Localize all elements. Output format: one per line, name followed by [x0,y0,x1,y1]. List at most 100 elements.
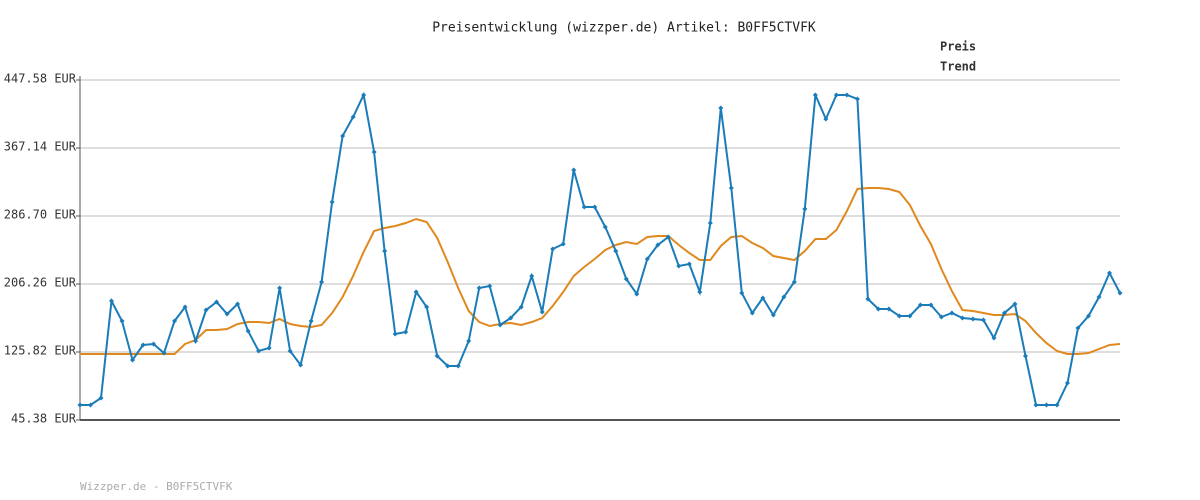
point-marker [392,331,398,337]
point-marker [413,289,419,295]
point-marker [182,304,188,310]
point-marker [812,92,818,98]
legend-label: Preis [940,40,976,54]
point-marker [434,353,440,359]
point-marker [266,345,272,351]
point-marker [119,318,125,324]
point-marker [917,302,923,308]
point-marker [802,206,808,212]
point-marker [1106,270,1112,276]
point-marker [634,291,640,297]
point-marker [1075,325,1081,331]
point-marker [1096,294,1102,300]
point-marker [781,294,787,300]
point-marker [539,309,545,315]
point-marker [581,204,587,210]
point-marker [329,199,335,205]
point-marker [319,279,325,285]
point-marker [1033,402,1039,408]
point-marker [403,329,409,335]
point-marker [308,318,314,324]
point-marker [371,149,377,155]
point-marker [1064,380,1070,386]
point-marker [172,318,178,324]
point-marker [161,350,167,356]
point-marker [245,328,251,334]
point-marker [193,338,199,344]
y-tick-label: 206.26 EUR [4,276,77,290]
point-marker [1022,353,1028,359]
point-marker [896,313,902,319]
point-marker [1117,290,1123,296]
point-marker [98,395,104,401]
point-marker [1054,402,1060,408]
point-marker [991,335,997,341]
point-marker [445,363,451,369]
point-marker [529,273,535,279]
point-marker [823,116,829,122]
point-marker [518,304,524,310]
point-marker [361,92,367,98]
point-marker [214,299,220,305]
point-marker [224,311,230,317]
point-marker [571,167,577,173]
point-marker [875,306,881,312]
point-marker [865,296,871,302]
point-marker [749,310,755,316]
point-marker [1012,301,1018,307]
point-marker [886,306,892,312]
point-marker [455,363,461,369]
legend-label: Trend [940,60,976,74]
point-marker [980,317,986,323]
point-marker [1043,402,1049,408]
point-marker [340,133,346,139]
footer: Wizzper.de - B0FF5CTVFK [80,480,233,493]
point-marker [623,276,629,282]
point-marker [550,246,556,252]
point-marker [88,402,94,408]
point-marker [791,279,797,285]
point-marker [833,92,839,98]
point-marker [560,241,566,247]
y-tick-label: 45.38 EUR [11,412,77,426]
point-marker [770,312,776,318]
point-marker [644,256,650,262]
point-marker [676,263,682,269]
point-marker [151,341,157,347]
point-marker [203,307,209,313]
point-marker [424,304,430,310]
point-marker [655,242,661,248]
point-marker [854,96,860,102]
point-marker [592,204,598,210]
point-marker [1085,313,1091,319]
y-tick-label: 286.70 EUR [4,208,77,222]
chart-title: Preisentwicklung (wizzper.de) Artikel: B… [432,21,816,36]
point-marker [466,338,472,344]
point-marker [140,342,146,348]
point-marker [277,285,283,291]
point-marker [602,224,608,230]
point-marker [130,357,136,363]
point-marker [109,298,115,304]
point-marker [739,290,745,296]
point-marker [350,114,356,120]
point-marker [256,348,262,354]
point-marker [487,283,493,289]
point-marker [718,105,724,111]
point-marker [77,402,83,408]
point-marker [613,248,619,254]
point-marker [760,295,766,301]
point-marker [970,316,976,322]
point-marker [287,348,293,354]
point-marker [298,362,304,368]
point-marker [728,185,734,191]
point-marker [1001,310,1007,316]
series-line [80,187,1121,355]
point-marker [697,289,703,295]
y-tick-label: 447.58 EUR [4,72,77,86]
point-marker [949,310,955,316]
point-marker [497,322,503,328]
point-marker [686,261,692,267]
